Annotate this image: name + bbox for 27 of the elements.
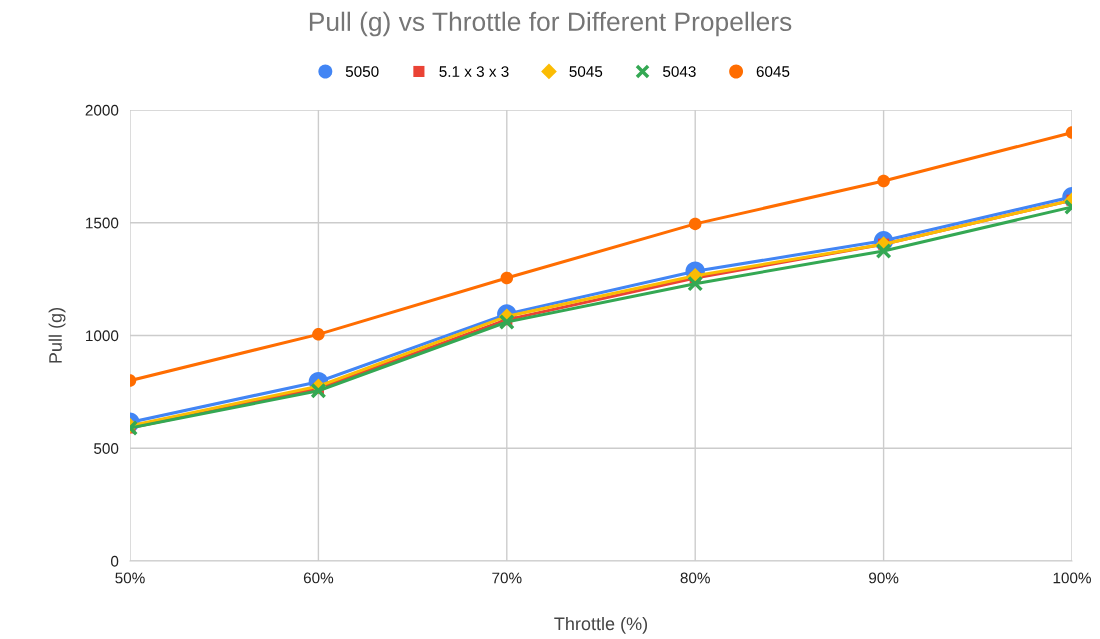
point <box>500 271 514 285</box>
x-tick-label: 60% <box>303 572 334 584</box>
y-tick-label: 1500 <box>86 217 119 229</box>
legend-label: 6045 <box>756 66 790 77</box>
point <box>312 328 325 341</box>
point <box>687 275 704 292</box>
y-tick-label: 0 <box>110 555 119 567</box>
y-tick-label: 1000 <box>86 330 119 342</box>
legend-label: 5043 <box>663 66 696 77</box>
point <box>688 217 702 231</box>
legend-label: 5050 <box>345 66 379 77</box>
x-axis-title: Throttle (%) <box>554 616 648 634</box>
point <box>310 382 327 399</box>
point <box>877 174 890 188</box>
y-tick-label: 500 <box>94 443 119 454</box>
x-tick-label: 90% <box>869 572 899 584</box>
point <box>875 242 892 259</box>
x-tick-label: 100% <box>1053 572 1091 584</box>
chart-title: Pull (g) vs Throttle for Different Propellers <box>309 11 792 37</box>
y-axis-title: Pull (g) <box>48 308 66 363</box>
x-tick-label: 50% <box>115 572 145 584</box>
y-tick-label: 2000 <box>85 104 119 116</box>
point <box>498 313 515 330</box>
x-tick-label: 70% <box>492 572 522 584</box>
legend-label: 5.1 x 3 x 3 <box>439 66 509 77</box>
legend-label: 5045 <box>569 66 603 77</box>
x-tick-label: 80% <box>680 572 710 584</box>
